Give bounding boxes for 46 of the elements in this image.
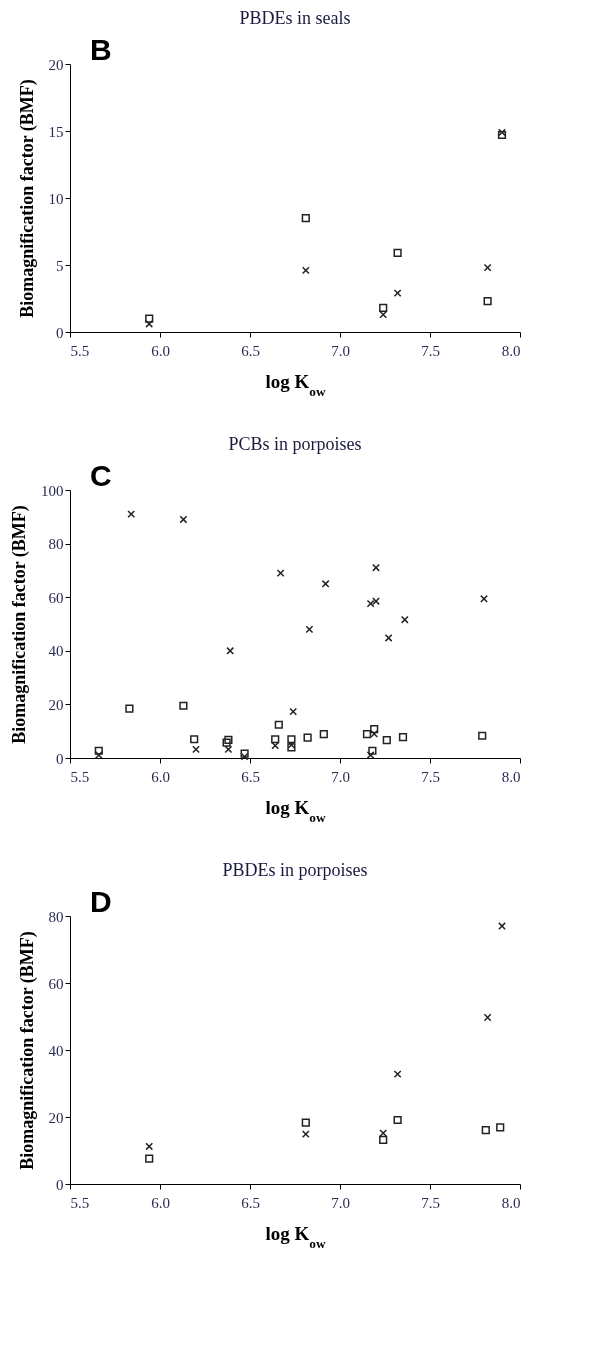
chart-title: PCBs in porpoises bbox=[228, 434, 362, 454]
y-tick-label: 20 bbox=[48, 1109, 64, 1126]
x-tick-label: 7.0 bbox=[331, 768, 350, 785]
y-tick-label: 20 bbox=[48, 696, 64, 713]
y-tick-label: 40 bbox=[48, 643, 64, 660]
x-tick-label: 5.5 bbox=[70, 342, 90, 359]
x-axis-title: log K$_{ow}$ bbox=[265, 370, 326, 398]
y-tick-label: 0 bbox=[56, 1176, 64, 1193]
x-tick-label: 6.0 bbox=[151, 1194, 170, 1211]
y-axis-title: Biomagnification factor (BMF) bbox=[16, 79, 38, 318]
x-tick-label: 8.0 bbox=[501, 342, 521, 359]
x-tick-label: 5.5 bbox=[70, 1194, 90, 1211]
x-tick-label: 7.0 bbox=[331, 342, 350, 359]
y-tick-label: 80 bbox=[48, 908, 64, 925]
y-tick-label: 15 bbox=[48, 123, 64, 140]
y-axis-title: Biomagnification factor (BMF) bbox=[16, 931, 38, 1170]
x-tick-label: 6.0 bbox=[151, 768, 170, 785]
y-tick-label: 80 bbox=[48, 536, 64, 553]
x-axis-title: log K$_{ow}$ bbox=[265, 796, 326, 824]
y-tick-label: 40 bbox=[48, 1042, 64, 1059]
chart-title: PBDEs in seals bbox=[239, 8, 351, 28]
x-tick-label: 7.5 bbox=[421, 768, 440, 785]
x-tick-label: 5.5 bbox=[70, 768, 90, 785]
x-tick-label: 7.5 bbox=[421, 342, 440, 359]
y-axis-title: Biomagnification factor (BMF) bbox=[9, 505, 30, 744]
y-tick-label: 60 bbox=[48, 975, 64, 992]
y-tick-label: 60 bbox=[48, 589, 64, 606]
y-tick-label: 5 bbox=[56, 257, 64, 274]
chart-title: PBDEs in porpoises bbox=[222, 860, 368, 880]
y-tick-label: 0 bbox=[56, 324, 64, 341]
x-tick-label: 6.0 bbox=[151, 342, 170, 359]
x-tick-label: 6.5 bbox=[241, 342, 260, 359]
y-tick-label: 100 bbox=[41, 482, 64, 499]
annotation: C bbox=[90, 459, 112, 492]
annotation: B bbox=[90, 33, 112, 66]
y-tick-label: 20 bbox=[48, 56, 64, 73]
x-tick-label: 7.5 bbox=[421, 1194, 440, 1211]
x-tick-label: 6.5 bbox=[241, 768, 260, 785]
y-tick-label: 0 bbox=[56, 750, 64, 767]
x-tick-label: 6.5 bbox=[241, 1194, 260, 1211]
x-tick-label: 8.0 bbox=[501, 768, 521, 785]
y-tick-label: 10 bbox=[48, 190, 64, 207]
x-axis-title: log K$_{ow}$ bbox=[265, 1222, 326, 1250]
annotation: D bbox=[90, 885, 112, 918]
x-tick-label: 7.0 bbox=[331, 1194, 350, 1211]
x-tick-label: 8.0 bbox=[501, 1194, 521, 1211]
